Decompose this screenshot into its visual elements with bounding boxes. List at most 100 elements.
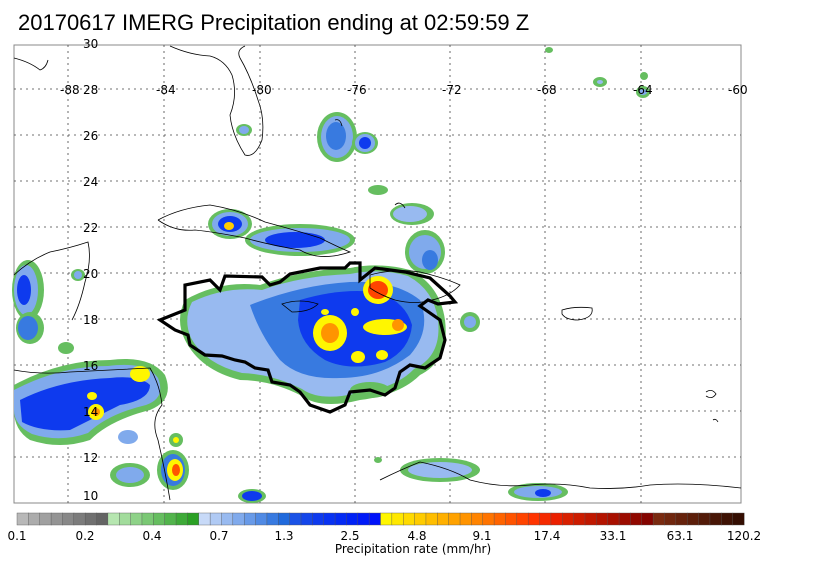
colorbar-segment [573,512,586,526]
colorbar-segment [721,512,734,526]
colorbar-segment [709,512,722,526]
lon-label: -88 [60,83,80,97]
lat-label: 14 [83,405,98,419]
colorbar-segment [437,512,450,526]
colorbar-segment [289,512,302,526]
lon-label: -76 [347,83,367,97]
colorbar-segment [119,512,132,526]
colorbar-segment [130,512,143,526]
colorbar-segment [596,512,609,526]
colorbar-tick: 1.3 [274,529,293,543]
colorbar-tick: 0.1 [7,529,26,543]
colorbar-segment [16,512,29,526]
colorbar-tick: 120.2 [727,529,761,543]
colorbar-segment [84,512,98,526]
colorbar-segment [334,512,347,526]
colorbar-tick-labels: 0.1 0.2 0.4 0.7 1.3 2.5 4.8 9.1 17.4 33.… [7,529,761,543]
colorbar-segment [505,512,518,526]
colorbar-segment [323,512,336,526]
colorbar-segment [357,512,370,526]
coastlines [13,45,742,501]
map-title: 20170617 IMERG Precipitation ending at 0… [18,10,530,35]
colorbar-segment [562,512,575,526]
colorbar-tick: 33.1 [600,529,627,543]
lat-label: 12 [83,451,98,465]
colorbar-segment [641,512,654,526]
lon-label: -64 [633,83,653,97]
colorbar-segment [346,512,359,526]
latitude-labels: 30 28 26 24 22 20 18 16 14 12 10 [83,37,98,503]
colorbar-segment [618,512,631,526]
colorbar-segment [380,512,393,526]
colorbar-segment [50,512,63,526]
colorbar-segment [209,512,222,526]
colorbar-segment [153,512,166,526]
colorbar-tick: 0.2 [75,529,94,543]
colorbar-segment [698,512,711,526]
colorbar-segment [493,512,506,526]
colorbar-segment [414,512,427,526]
colorbar-segment [39,512,52,526]
colorbar-segment [471,512,484,526]
colorbar-segment [232,512,245,526]
colorbar-segment [368,512,382,526]
colorbar-segment [516,512,529,526]
colorbar-title: Precipitation rate (mm/hr) [334,542,492,556]
colorbar-segment [448,512,461,526]
colorbar-segment [62,512,75,526]
colorbar-segment [482,512,495,526]
colorbar-segment [527,512,541,526]
colorbar-segment [255,512,268,526]
colorbar-tick: 17.4 [534,529,561,543]
lon-label: -60 [728,83,748,97]
lat-label: 28 [83,83,98,97]
colorbar-segment [278,512,291,526]
colorbar-segment [198,512,211,526]
colorbar-segment [425,512,438,526]
colorbar-segment [391,512,404,526]
colorbar-segment [403,512,416,526]
colorbar-segment [459,512,472,526]
storm-outline [156,261,459,414]
lat-label: 18 [83,313,98,327]
colorbar-tick: 4.8 [407,529,426,543]
colorbar-tick: 9.1 [472,529,491,543]
colorbar-segment [584,512,597,526]
colorbar-segment [73,512,86,526]
colorbar-segment [300,512,313,526]
colorbar-segment [687,512,700,526]
colorbar-segment [607,512,620,526]
colorbar-segment [107,512,120,526]
lat-label: 30 [83,37,98,51]
colorbar-segment [164,512,177,526]
colorbar-segment [550,512,563,526]
colorbar-segment [96,512,109,526]
lon-label: -68 [537,83,557,97]
colorbar-segment [266,512,279,526]
longitude-labels: -88 -84 -80 -76 -72 -68 -64 -60 [60,83,748,97]
colorbar-tick: 0.7 [209,529,228,543]
colorbar-segment [28,512,41,526]
colorbar-segment [187,512,200,526]
colorbar-tick: 0.4 [142,529,161,543]
lat-label: 26 [83,129,98,143]
colorbar [16,512,745,526]
colorbar-segment [539,512,552,526]
colorbar-segment [312,512,325,526]
lat-label: 24 [83,175,98,189]
colorbar-segment [243,512,257,526]
colorbar-segment [141,512,154,526]
lat-label: 22 [83,221,98,235]
colorbar-segment [675,512,688,526]
colorbar-segment [664,512,677,526]
colorbar-segment [221,512,234,526]
lon-label: -84 [156,83,176,97]
colorbar-segment [652,512,665,526]
lon-label: -72 [442,83,462,97]
colorbar-tick: 63.1 [667,529,694,543]
colorbar-segment [175,512,188,526]
lat-label: 10 [83,489,98,503]
colorbar-tick: 2.5 [340,529,359,543]
lon-label: -80 [252,83,272,97]
